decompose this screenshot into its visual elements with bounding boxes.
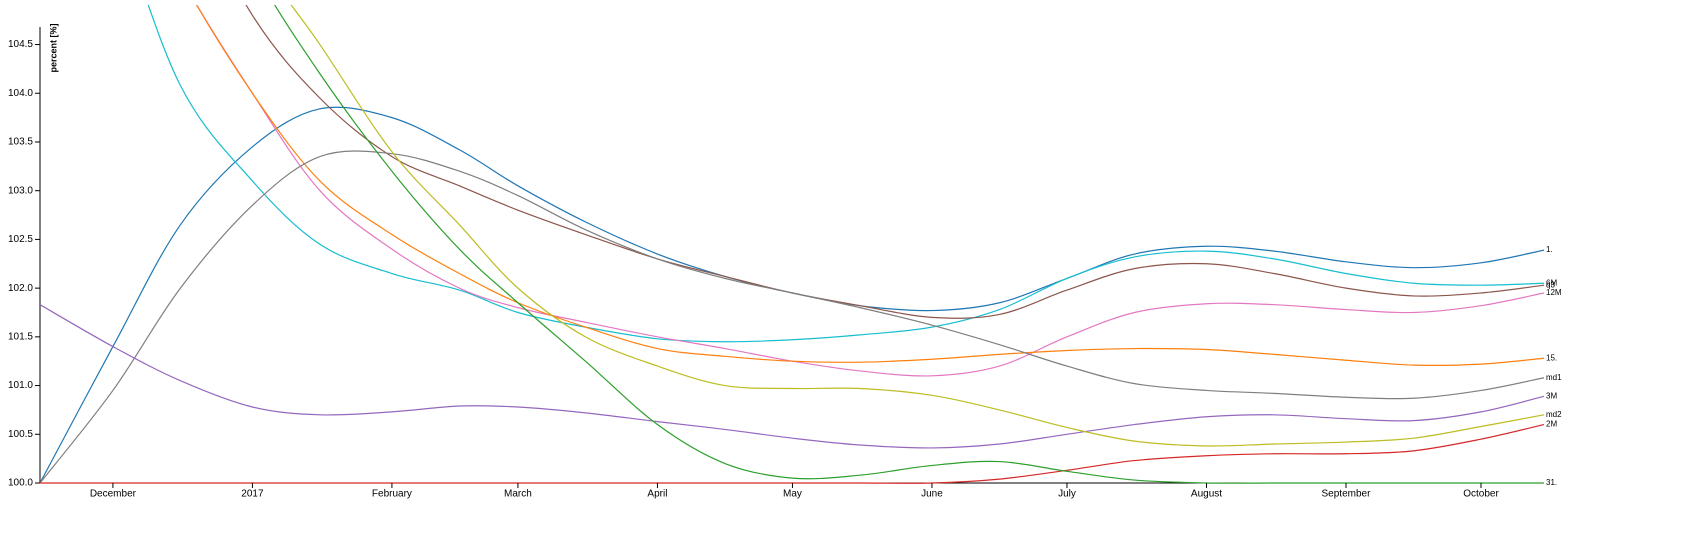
x-tick-label: September [1322, 489, 1372, 500]
y-tick-label: 101.5 [8, 331, 33, 342]
x-tick-label: July [1058, 489, 1076, 500]
series-line [245, 5, 1545, 319]
series-label: q3 [1546, 280, 1555, 289]
plot-area [40, 5, 1545, 484]
x-tick-label: October [1463, 489, 1499, 500]
series-label: md1 [1546, 373, 1562, 382]
x-tick-label: March [504, 489, 532, 500]
x-tick-label: August [1191, 489, 1222, 500]
series-label: 15. [1546, 353, 1557, 362]
series-label: md2 [1546, 410, 1562, 419]
y-tick-label: 103.0 [8, 185, 33, 196]
y-tick-label: 100.0 [8, 478, 33, 489]
x-tick-label: 2017 [241, 489, 264, 500]
x-tick-label: February [372, 489, 412, 500]
series-label: 1. [1546, 245, 1553, 254]
series-label: 31. [1546, 478, 1557, 487]
series-line [40, 304, 1545, 449]
y-axis-label: percent [%] [48, 23, 58, 72]
x-tick-label: December [90, 489, 137, 500]
y-tick-label: 103.5 [8, 137, 33, 148]
series-line [40, 423, 1545, 484]
series-line [290, 5, 1545, 447]
y-tick-label: 104.5 [8, 39, 33, 50]
series-label: 2M [1546, 420, 1557, 429]
x-tick-label: May [783, 489, 802, 500]
series-line [195, 5, 1545, 366]
y-tick-label: 104.0 [8, 88, 33, 99]
series-line [40, 150, 1545, 484]
series-line [196, 5, 1545, 377]
y-tick-label: 100.5 [8, 429, 33, 440]
series-label: 3M [1546, 391, 1557, 400]
x-tick-label: April [647, 489, 667, 500]
series-line [40, 106, 1545, 484]
y-tick-label: 102.5 [8, 234, 33, 245]
x-tick-label: June [921, 489, 943, 500]
y-tick-label: 101.0 [8, 380, 33, 391]
series-label: 6M [1546, 278, 1557, 287]
series-label: 12M [1546, 288, 1562, 297]
series-line [147, 5, 1545, 343]
series-line [274, 5, 1544, 484]
y-tick-label: 102.0 [8, 283, 33, 294]
